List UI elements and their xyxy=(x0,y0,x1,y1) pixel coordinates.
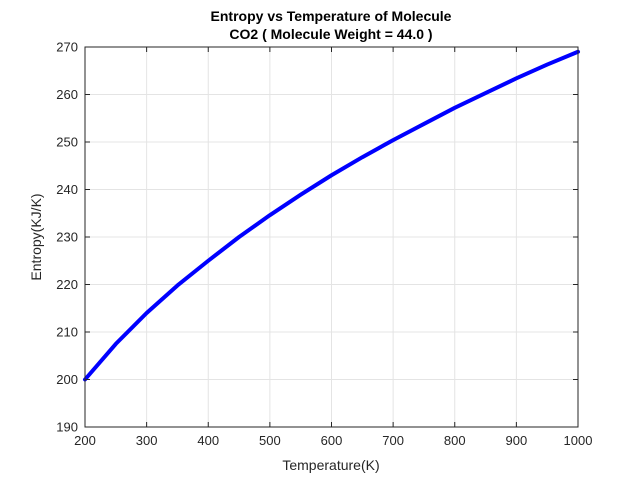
y-tick-label: 190 xyxy=(56,420,78,435)
chart-title: Entropy vs Temperature of Molecule xyxy=(211,8,452,24)
x-axis-label: Temperature(K) xyxy=(282,457,379,473)
x-tick-label: 1000 xyxy=(564,433,593,448)
series-layer xyxy=(83,49,580,382)
y-tick-label: 260 xyxy=(56,87,78,102)
y-tick-label: 240 xyxy=(56,182,78,197)
x-tick-label: 800 xyxy=(444,433,466,448)
x-tick-label: 700 xyxy=(382,433,404,448)
y-tick-label: 270 xyxy=(56,40,78,55)
x-tick-label: 400 xyxy=(197,433,219,448)
y-tick-label: 220 xyxy=(56,277,78,292)
x-tick-label: 900 xyxy=(506,433,528,448)
x-tick-label: 500 xyxy=(259,433,281,448)
chart-subtitle: CO2 ( Molecule Weight = 44.0 ) xyxy=(229,26,432,42)
y-tick-label: 250 xyxy=(56,135,78,150)
y-tick-label: 210 xyxy=(56,325,78,340)
tick-layer: 200 300 400 500 600 700 800 900 1000190200210220… xyxy=(56,40,592,449)
y-axis-label: Entropy(KJ/K) xyxy=(28,193,44,280)
y-tick-label: 230 xyxy=(56,230,78,245)
x-tick-label: 600 xyxy=(321,433,343,448)
entropy-line xyxy=(83,49,580,382)
x-tick-label: 200 xyxy=(74,433,96,448)
x-tick-label: 300 xyxy=(136,433,158,448)
y-tick-label: 200 xyxy=(56,372,78,387)
